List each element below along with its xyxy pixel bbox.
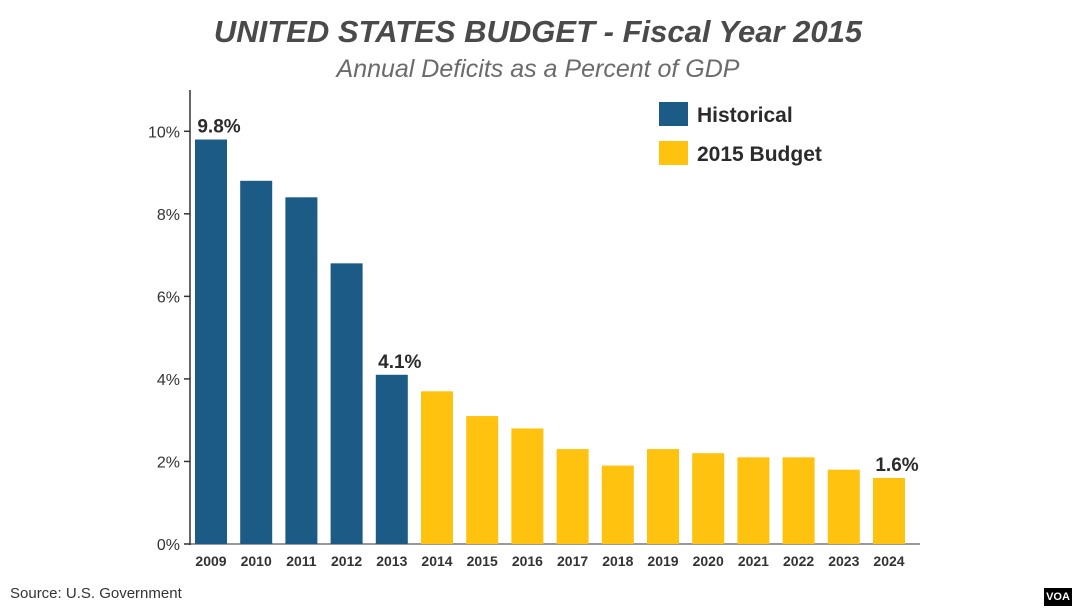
x-axis-labels: 2009 2010 2011 2012 2013 2014 2015 2016 2017 2018… bbox=[195, 553, 904, 569]
x-tick-label: 2021 bbox=[738, 553, 769, 569]
bar-2018 bbox=[601, 465, 634, 544]
bar-2017 bbox=[556, 449, 589, 544]
x-tick-label: 2016 bbox=[512, 553, 543, 569]
y-tick-label: 2% bbox=[157, 454, 180, 471]
legend-swatch-historical bbox=[659, 102, 688, 126]
x-tick-label: 2014 bbox=[421, 553, 452, 569]
legend: Historical 2015 Budget bbox=[659, 102, 822, 166]
chart-subtitle: Annual Deficits as a Percent of GDP bbox=[335, 55, 740, 83]
data-label-2009: 9.8% bbox=[197, 117, 240, 138]
bar-2013 bbox=[375, 374, 408, 544]
bar-2021 bbox=[737, 457, 770, 544]
y-tick-label: 4% bbox=[157, 372, 180, 389]
x-tick-label: 2019 bbox=[647, 553, 678, 569]
bar-2016 bbox=[511, 428, 544, 544]
x-tick-label: 2020 bbox=[693, 553, 724, 569]
y-tick-label: 10% bbox=[148, 124, 180, 141]
legend-label-2015-budget: 2015 Budget bbox=[697, 143, 822, 166]
x-tick-label: 2022 bbox=[783, 553, 814, 569]
bar-2019 bbox=[647, 449, 679, 544]
bar-2024 bbox=[873, 477, 905, 544]
bar-2014 bbox=[421, 391, 453, 544]
data-label-2024: 1.6% bbox=[875, 455, 918, 476]
y-tick-label: 6% bbox=[157, 289, 180, 306]
legend-label-historical: Historical bbox=[697, 104, 793, 127]
y-tick-label: 8% bbox=[157, 207, 180, 224]
y-tick-label: 0% bbox=[157, 537, 180, 554]
x-tick-label: 2023 bbox=[828, 553, 859, 569]
bar-2015 bbox=[466, 416, 499, 544]
voa-logo-badge: VOA bbox=[1044, 588, 1072, 606]
x-tick-label: 2018 bbox=[602, 553, 633, 569]
x-tick-label: 2013 bbox=[376, 553, 407, 569]
chart-title: UNITED STATES BUDGET - Fiscal Year 2015 bbox=[214, 14, 863, 49]
x-tick-label: 2009 bbox=[195, 553, 226, 569]
bar-2009 bbox=[195, 139, 227, 544]
x-tick-label: 2017 bbox=[557, 553, 588, 569]
bars bbox=[195, 139, 905, 545]
x-tick-label: 2012 bbox=[331, 553, 362, 569]
x-tick-label: 2011 bbox=[286, 553, 317, 569]
bar-2012 bbox=[330, 263, 363, 544]
bar-2022 bbox=[782, 457, 815, 544]
x-tick-label: 2010 bbox=[241, 553, 272, 569]
data-label-2013: 4.1% bbox=[378, 352, 421, 373]
x-tick-label: 2015 bbox=[467, 553, 498, 569]
bar-2023 bbox=[827, 469, 860, 544]
legend-swatch-2015-budget bbox=[659, 141, 688, 165]
bar-2020 bbox=[692, 453, 725, 544]
bar-2011 bbox=[285, 197, 318, 545]
x-tick-label: 2024 bbox=[873, 553, 904, 569]
data-labels: 9.8% 4.1% 1.6% bbox=[197, 117, 918, 476]
source-note: Source: U.S. Government bbox=[10, 585, 183, 602]
bar-2010 bbox=[240, 180, 273, 545]
